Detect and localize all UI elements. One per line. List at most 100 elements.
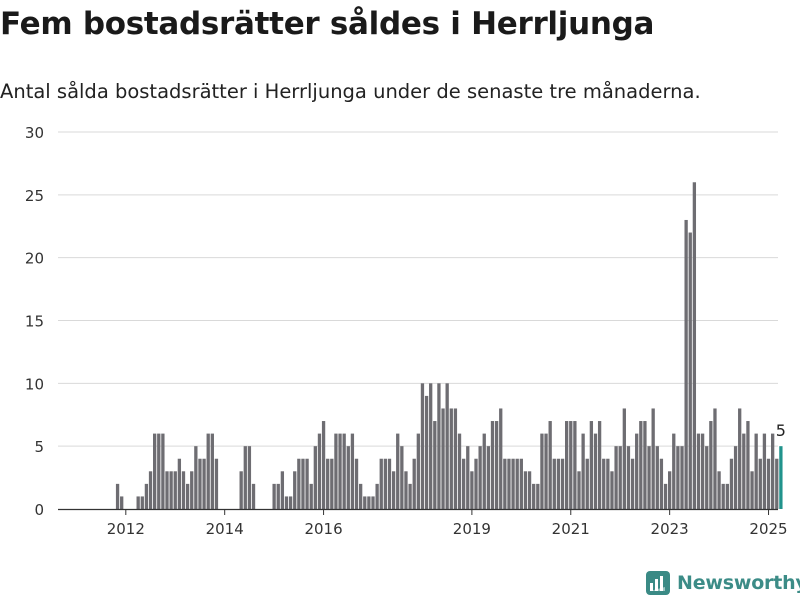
x-tick-label: 2021: [552, 520, 590, 538]
y-tick-label: 0: [34, 501, 44, 519]
bar: [342, 433, 346, 509]
x-tick-label: 2016: [304, 520, 342, 538]
bar: [326, 458, 330, 509]
bar: [272, 483, 276, 509]
bar: [494, 421, 499, 509]
bar: [321, 421, 326, 509]
bar: [705, 446, 709, 509]
bar: [536, 483, 540, 509]
chart-subtitle: Antal sålda bostadsrätter i Herrljunga u…: [0, 80, 701, 103]
bar: [618, 446, 622, 509]
bar: [305, 458, 309, 509]
bar: [346, 446, 350, 509]
bar: [696, 433, 701, 509]
bar: [354, 458, 359, 509]
bar: [198, 458, 202, 509]
bar: [581, 433, 585, 509]
bar: [577, 471, 581, 509]
bar: [210, 433, 214, 509]
bar: [334, 433, 338, 509]
bar: [177, 458, 182, 509]
bar: [449, 408, 453, 509]
bar: [729, 458, 734, 509]
bar: [511, 458, 515, 509]
bar: [288, 496, 293, 509]
bar: [700, 433, 705, 509]
bar: [663, 483, 668, 509]
bar: [181, 471, 186, 509]
bar: [614, 446, 618, 509]
bar: [552, 458, 556, 509]
bar: [239, 471, 243, 509]
bar: [639, 421, 643, 509]
bar: [190, 471, 194, 509]
bar: [466, 446, 470, 509]
y-tick-label: 30: [25, 124, 44, 142]
bar: [490, 421, 495, 509]
bar: [169, 471, 173, 509]
bar: [391, 471, 396, 509]
bar: [746, 421, 750, 509]
bar: [585, 458, 589, 509]
y-tick-label: 15: [25, 313, 44, 331]
x-tick-label: 2012: [107, 520, 145, 538]
bar: [420, 383, 425, 509]
bar: [408, 483, 412, 509]
bar: [750, 471, 754, 509]
bar: [375, 483, 379, 509]
bar: [429, 383, 433, 509]
bar: [330, 458, 334, 509]
bar: [544, 433, 548, 509]
bar: [688, 232, 692, 510]
bar: [214, 458, 219, 509]
bar: [457, 433, 462, 509]
bar: [499, 408, 503, 509]
bar: [437, 383, 441, 509]
bar: [276, 483, 280, 509]
bar: [185, 483, 190, 509]
bar: [194, 446, 198, 509]
bar: [593, 433, 598, 509]
bar: [602, 458, 606, 509]
y-tick-label: 10: [25, 375, 44, 393]
bar: [359, 483, 363, 509]
bar: [379, 458, 383, 509]
bar: [721, 483, 725, 509]
bar: [424, 395, 429, 509]
newsworthy-logo-icon: [646, 571, 670, 595]
bar: [462, 458, 466, 509]
bar: [680, 446, 684, 509]
bar: [713, 408, 717, 509]
bar: [433, 421, 437, 509]
bar: [589, 421, 594, 509]
bar: [523, 471, 528, 509]
bar: [569, 421, 573, 509]
bar: [120, 496, 124, 509]
bar: [148, 471, 153, 509]
bar: [758, 458, 762, 509]
bar: [622, 408, 626, 509]
bar: [367, 496, 371, 509]
bar: [668, 471, 672, 509]
bar: [202, 458, 206, 509]
bar: [115, 483, 120, 509]
bar: [515, 458, 519, 509]
bar: [482, 433, 486, 509]
bar: [762, 433, 767, 509]
bar: [651, 408, 655, 509]
bar: [140, 496, 144, 509]
chart-title: Fem bostadsrätter såldes i Herrljunga: [0, 6, 655, 42]
x-tick-label: 2023: [651, 520, 689, 538]
bar: [317, 433, 322, 509]
bar: [416, 433, 420, 509]
bar: [400, 446, 404, 509]
bar: [643, 421, 647, 509]
bar: [738, 408, 742, 509]
y-tick-label: 25: [25, 187, 44, 205]
bar: [313, 446, 317, 509]
newsworthy-logo[interactable]: Newsworthy: [645, 570, 800, 596]
bar: [474, 458, 478, 509]
bar: [597, 421, 602, 509]
bar: [412, 458, 416, 509]
bar: [280, 471, 285, 509]
